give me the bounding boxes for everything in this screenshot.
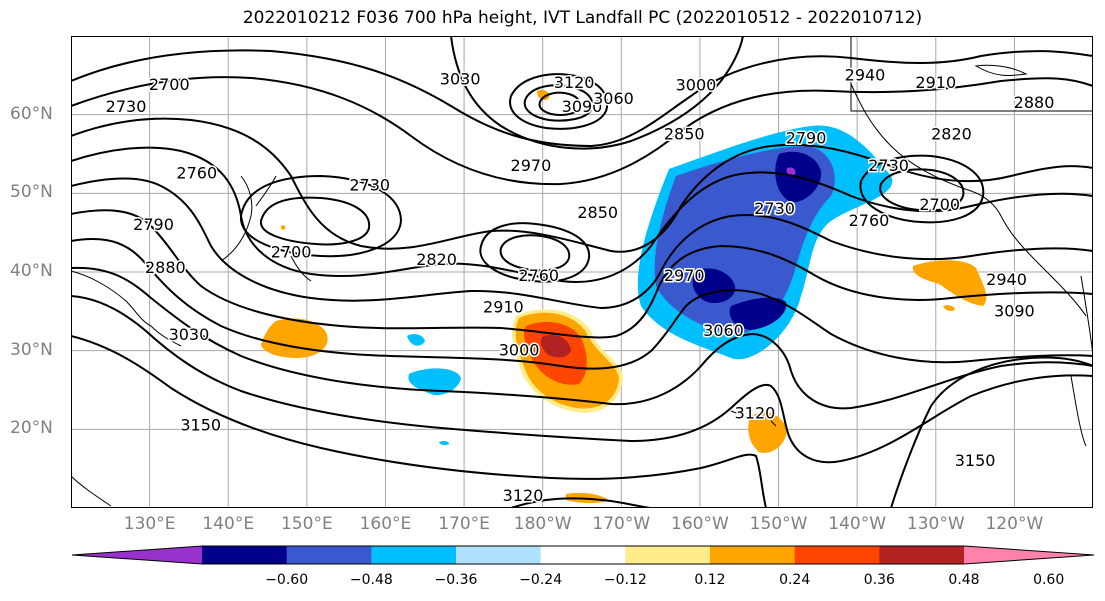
colorbar-tick-label: 0.36 bbox=[863, 572, 895, 588]
map-panel[interactable]: 2700 2730 2760 2790 2880 3030 2730 2700 2820 2760… bbox=[71, 36, 1093, 508]
positive-blob-hawaii bbox=[748, 412, 787, 453]
height-contours bbox=[71, 36, 1093, 508]
map-title: 2022010212 F036 700 hPa height, IVT Land… bbox=[242, 8, 923, 28]
colorbar-cell bbox=[625, 546, 711, 564]
contour-label: 2850 bbox=[664, 124, 705, 143]
contour-label: 2760 bbox=[176, 164, 217, 183]
contour-label: 3030 bbox=[169, 325, 210, 344]
contour-label: 3060 bbox=[703, 321, 744, 340]
longitude-label: 130°W bbox=[906, 514, 965, 534]
negative-anomaly-peak bbox=[786, 167, 796, 176]
longitude-label: 160°W bbox=[671, 514, 729, 534]
contour-label: 2910 bbox=[483, 297, 524, 316]
contour-label: 2730 bbox=[106, 97, 147, 116]
longitude-label: 170°W bbox=[592, 514, 651, 534]
colorbar-cell bbox=[286, 546, 372, 564]
longitude-label: 150°E bbox=[280, 514, 333, 534]
contour-label: 2880 bbox=[145, 258, 186, 277]
contour-label: 3150 bbox=[180, 415, 221, 434]
contour-label: 2820 bbox=[416, 250, 457, 269]
contour-label: 3030 bbox=[440, 69, 481, 88]
colorbar-cell bbox=[710, 546, 796, 564]
latitude-label: 30°N bbox=[10, 339, 53, 360]
longitude-label: 140°E bbox=[202, 514, 255, 534]
contour-label: 2700 bbox=[919, 195, 960, 214]
contour-label: 2970 bbox=[664, 266, 705, 285]
positive-blob-small bbox=[943, 305, 955, 311]
longitude-label: 150°W bbox=[749, 514, 808, 534]
colorbar-tick-label: −0.12 bbox=[603, 572, 647, 588]
positive-blob-kamchatka bbox=[537, 89, 550, 100]
colorbar-tick-label: 0.12 bbox=[694, 572, 726, 588]
colorbar-cell bbox=[371, 546, 457, 564]
contour-label: 2730 bbox=[754, 199, 795, 218]
colorbar-cell bbox=[794, 546, 880, 564]
contour-label: 2760 bbox=[849, 211, 890, 230]
positive-blob-west bbox=[261, 318, 328, 358]
longitude-label: 180°W bbox=[513, 514, 572, 534]
ivt-shading bbox=[261, 89, 987, 503]
contour-label: 2850 bbox=[577, 203, 618, 222]
contour-label: 3060 bbox=[593, 89, 634, 108]
latitude-label: 40°N bbox=[10, 261, 53, 281]
contour-label: 2760 bbox=[518, 266, 559, 285]
coastlines bbox=[71, 36, 1093, 507]
map-frame bbox=[71, 36, 1093, 508]
contour-label: 3150 bbox=[955, 451, 996, 470]
colorbar-tick-label: 0.60 bbox=[1033, 572, 1065, 588]
colorbar-tick-label: −0.60 bbox=[265, 572, 309, 588]
latitude-label: 20°N bbox=[10, 418, 53, 439]
colorbar-extend-high bbox=[964, 546, 1094, 564]
colorbar-cell bbox=[879, 546, 965, 564]
contour-label: 3090 bbox=[562, 97, 603, 116]
positive-blob-california bbox=[912, 260, 987, 306]
colorbar-cell bbox=[202, 546, 288, 564]
negative-blob-1 bbox=[408, 368, 461, 396]
latitude-label: 50°N bbox=[10, 182, 53, 203]
contour-label: 2700 bbox=[149, 75, 190, 94]
contour-label: 2790 bbox=[133, 215, 174, 234]
positive-blob-japan bbox=[280, 225, 286, 230]
contour-label: 3000 bbox=[499, 341, 540, 360]
colorbar-cell bbox=[456, 546, 542, 564]
latitude-label: 60°N bbox=[10, 103, 53, 124]
contour-label: 2970 bbox=[511, 156, 552, 175]
contour-label: 2880 bbox=[1014, 93, 1055, 112]
contour-label: 2730 bbox=[349, 175, 390, 194]
longitude-label: 160°E bbox=[359, 514, 412, 534]
positive-anomaly-core bbox=[540, 334, 571, 358]
longitude-label: 130°E bbox=[123, 514, 176, 534]
contour-label: 2940 bbox=[845, 65, 886, 84]
negative-blob-3 bbox=[439, 440, 449, 446]
colorbar-tick-label: −0.36 bbox=[434, 572, 478, 588]
longitude-label: 120°W bbox=[985, 514, 1044, 534]
colorbar-tick-label: −0.48 bbox=[349, 572, 393, 588]
contour-label: 2910 bbox=[915, 73, 956, 92]
longitude-label: 140°W bbox=[828, 514, 887, 534]
contour-label: 3090 bbox=[994, 301, 1035, 320]
colorbar-tick-label: 0.48 bbox=[948, 572, 980, 588]
negative-anomaly-core-3 bbox=[729, 297, 787, 330]
colorbar-extend-low bbox=[72, 546, 202, 564]
graticule bbox=[71, 36, 1093, 508]
contour-label: 2820 bbox=[931, 124, 972, 143]
contour-label: 2730 bbox=[868, 156, 909, 175]
contour-label: 3120 bbox=[554, 73, 595, 92]
contour-label: 3000 bbox=[676, 76, 717, 95]
colorbar-tick-label: 0.24 bbox=[779, 572, 811, 588]
longitude-label: 170°E bbox=[438, 514, 490, 534]
contour-label: 2700 bbox=[271, 242, 312, 261]
colorbar-cell bbox=[540, 546, 626, 564]
contour-label: 3120 bbox=[503, 486, 544, 505]
contour-label: 2940 bbox=[986, 270, 1027, 289]
colorbar bbox=[71, 545, 1095, 565]
colorbar-tick-label: −0.24 bbox=[519, 572, 563, 588]
negative-blob-2 bbox=[407, 333, 425, 346]
contour-label: 2790 bbox=[786, 128, 827, 147]
contour-label: 3120 bbox=[735, 404, 776, 423]
